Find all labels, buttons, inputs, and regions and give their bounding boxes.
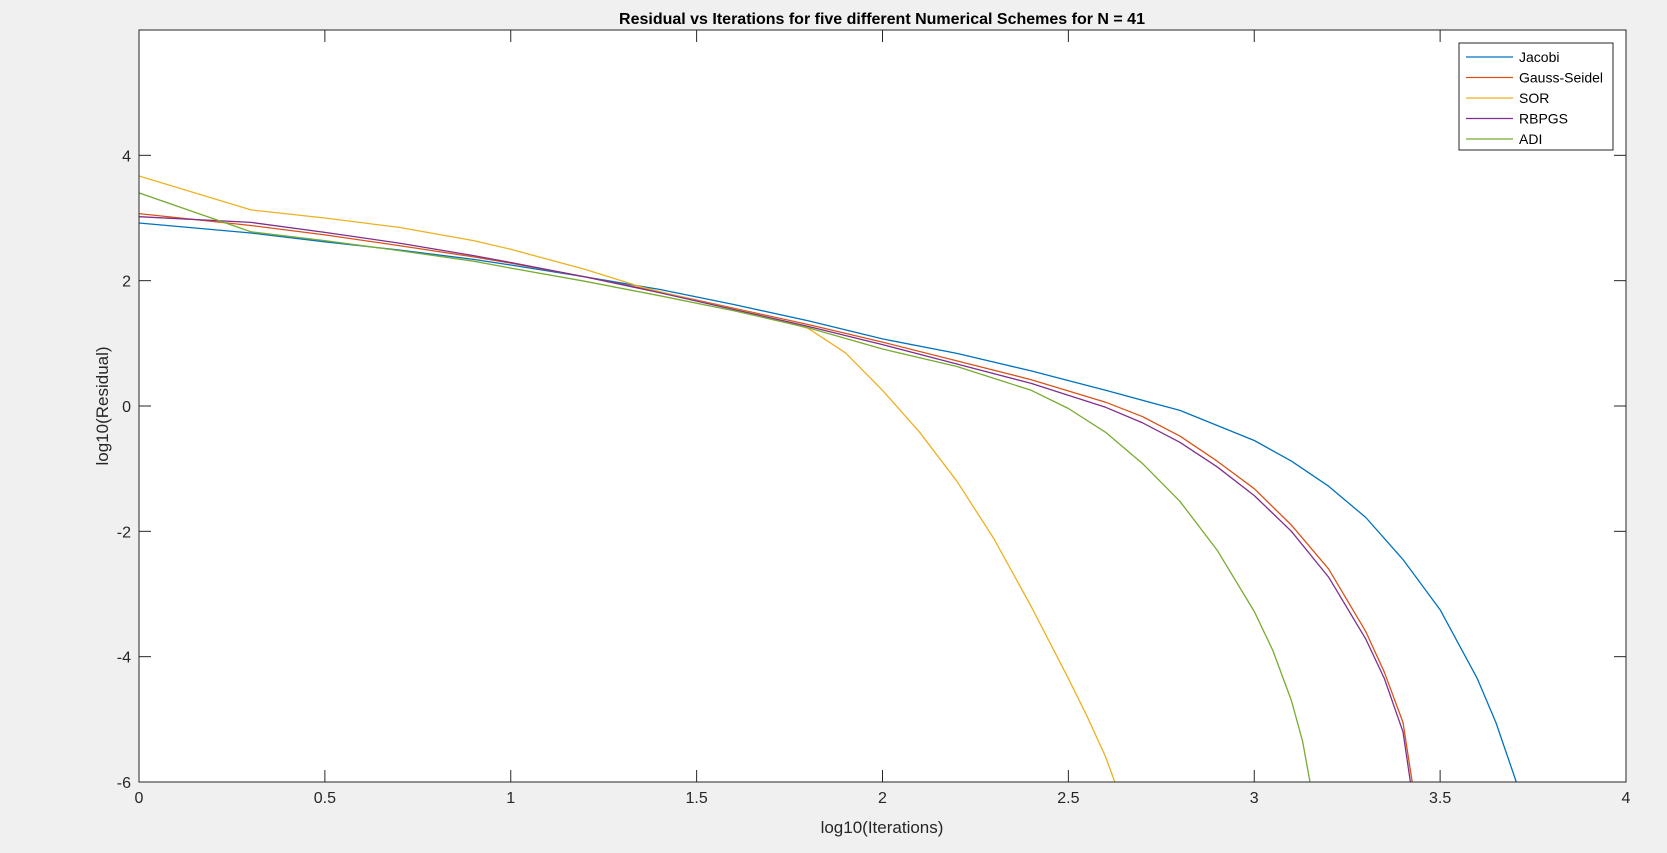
legend: Jacobi Gauss-Seidel SOR RBPGS ADI: [1458, 42, 1614, 151]
legend-label-sor: SOR: [1519, 90, 1549, 106]
x-tick-label: 2: [878, 790, 887, 807]
legend-label-gauss-seidel: Gauss-Seidel: [1519, 70, 1603, 86]
series-line-rbpgs: [139, 216, 1412, 782]
series-line-adi: [139, 192, 1311, 782]
y-tick-label: -2: [117, 524, 131, 541]
x-tick-label: 0: [135, 790, 144, 807]
series-line-gauss-seidel: [139, 212, 1413, 782]
y-tick-label: -4: [117, 650, 131, 667]
axis-ticks: 0 0.5 1 1.5 2 2.5 3 3.5 4 -6 -4 -2 0 2 4: [117, 30, 1631, 807]
x-tick-label: 3: [1250, 790, 1259, 807]
y-tick-label: -6: [117, 775, 131, 792]
y-tick-label: 2: [122, 274, 131, 291]
x-tick-label: 0.5: [314, 790, 336, 807]
y-tick-label: 0: [122, 399, 131, 416]
y-axis-label: log10(Residual): [93, 346, 112, 465]
legend-label-rbpgs: RBPGS: [1519, 111, 1568, 127]
legend-label-adi: ADI: [1519, 131, 1542, 147]
y-tick-label: 4: [122, 148, 131, 165]
x-tick-label: 1: [506, 790, 515, 807]
plot-area: [139, 30, 1626, 782]
x-tick-label: 4: [1622, 790, 1631, 807]
chart-title: Residual vs Iterations for five differen…: [619, 11, 1145, 28]
x-axis-label: log10(Iterations): [821, 818, 944, 837]
legend-box: [1458, 42, 1614, 151]
x-tick-label: 1.5: [686, 790, 708, 807]
legend-label-jacobi: Jacobi: [1519, 49, 1559, 65]
x-tick-label: 2.5: [1057, 790, 1079, 807]
series-line-jacobi: [139, 222, 1517, 782]
series-layer: [139, 175, 1517, 782]
x-tick-label: 3.5: [1429, 790, 1451, 807]
